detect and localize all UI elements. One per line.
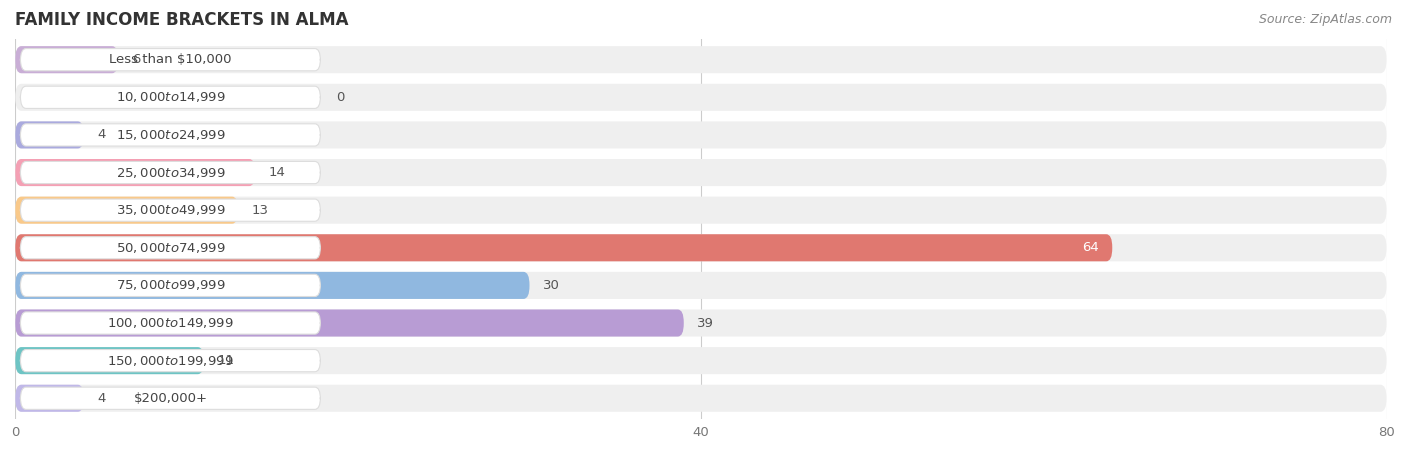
FancyBboxPatch shape bbox=[15, 272, 1386, 299]
FancyBboxPatch shape bbox=[15, 159, 1386, 186]
Text: 14: 14 bbox=[269, 166, 285, 179]
Text: $100,000 to $149,999: $100,000 to $149,999 bbox=[107, 316, 233, 330]
FancyBboxPatch shape bbox=[21, 274, 321, 297]
Text: $150,000 to $199,999: $150,000 to $199,999 bbox=[107, 354, 233, 368]
FancyBboxPatch shape bbox=[21, 350, 321, 372]
Text: $10,000 to $14,999: $10,000 to $14,999 bbox=[115, 90, 225, 104]
Text: $75,000 to $99,999: $75,000 to $99,999 bbox=[115, 279, 225, 292]
Text: 39: 39 bbox=[697, 316, 714, 329]
Text: $200,000+: $200,000+ bbox=[134, 392, 208, 405]
Text: 6: 6 bbox=[132, 53, 141, 66]
Text: $15,000 to $24,999: $15,000 to $24,999 bbox=[115, 128, 225, 142]
FancyBboxPatch shape bbox=[21, 387, 321, 410]
FancyBboxPatch shape bbox=[15, 84, 1386, 111]
Text: $35,000 to $49,999: $35,000 to $49,999 bbox=[115, 203, 225, 217]
FancyBboxPatch shape bbox=[21, 124, 321, 146]
FancyBboxPatch shape bbox=[21, 199, 321, 221]
FancyBboxPatch shape bbox=[15, 122, 1386, 148]
Text: 4: 4 bbox=[97, 392, 105, 405]
Text: 13: 13 bbox=[252, 204, 269, 216]
FancyBboxPatch shape bbox=[15, 347, 1386, 374]
FancyBboxPatch shape bbox=[21, 162, 321, 184]
FancyBboxPatch shape bbox=[15, 159, 256, 186]
Text: $50,000 to $74,999: $50,000 to $74,999 bbox=[115, 241, 225, 255]
FancyBboxPatch shape bbox=[15, 272, 530, 299]
FancyBboxPatch shape bbox=[15, 234, 1386, 261]
FancyBboxPatch shape bbox=[21, 49, 321, 71]
FancyBboxPatch shape bbox=[15, 197, 1386, 224]
FancyBboxPatch shape bbox=[15, 46, 118, 73]
FancyBboxPatch shape bbox=[15, 310, 1386, 337]
Text: $25,000 to $34,999: $25,000 to $34,999 bbox=[115, 166, 225, 180]
FancyBboxPatch shape bbox=[15, 310, 683, 337]
FancyBboxPatch shape bbox=[15, 385, 1386, 412]
FancyBboxPatch shape bbox=[15, 234, 1112, 261]
FancyBboxPatch shape bbox=[15, 122, 84, 148]
FancyBboxPatch shape bbox=[15, 347, 204, 374]
Text: Less than $10,000: Less than $10,000 bbox=[110, 53, 232, 66]
Text: 4: 4 bbox=[97, 128, 105, 141]
Text: 0: 0 bbox=[336, 91, 344, 104]
Text: 11: 11 bbox=[218, 354, 235, 367]
FancyBboxPatch shape bbox=[15, 46, 1386, 73]
FancyBboxPatch shape bbox=[21, 312, 321, 334]
Text: 64: 64 bbox=[1081, 241, 1098, 254]
Text: FAMILY INCOME BRACKETS IN ALMA: FAMILY INCOME BRACKETS IN ALMA bbox=[15, 11, 349, 29]
Text: 30: 30 bbox=[543, 279, 560, 292]
FancyBboxPatch shape bbox=[21, 86, 321, 108]
FancyBboxPatch shape bbox=[21, 237, 321, 259]
FancyBboxPatch shape bbox=[15, 197, 238, 224]
Text: Source: ZipAtlas.com: Source: ZipAtlas.com bbox=[1258, 14, 1392, 27]
FancyBboxPatch shape bbox=[15, 385, 84, 412]
